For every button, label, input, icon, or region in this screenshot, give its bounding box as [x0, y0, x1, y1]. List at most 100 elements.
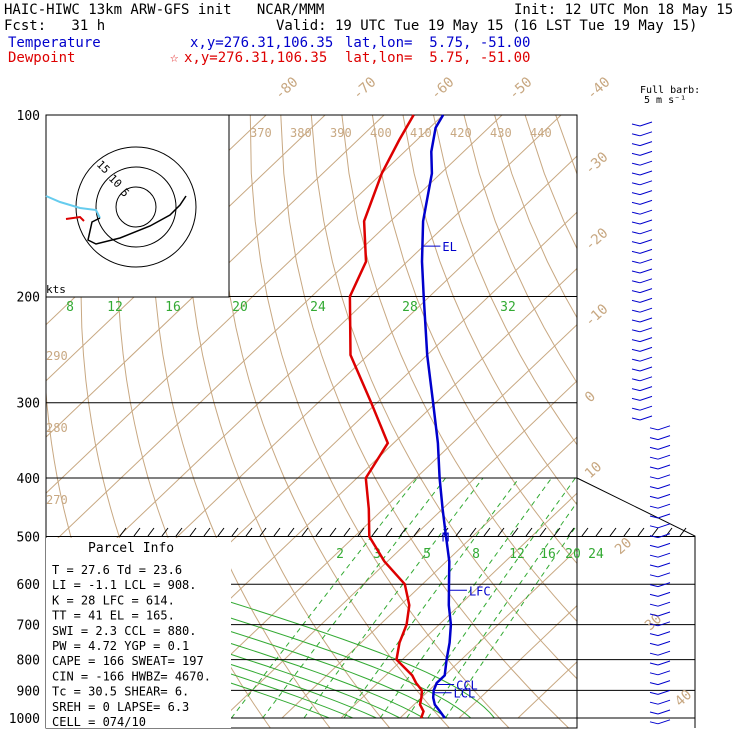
- wind-barb: [639, 356, 653, 362]
- parcel-row: PW = 4.72 YGP = 0.1: [52, 639, 189, 653]
- isotherm-tick-label: -40: [584, 74, 614, 103]
- wind-barb: [657, 621, 671, 627]
- wind-barb: [639, 239, 653, 245]
- isotherm-tick-label: 0: [582, 388, 599, 406]
- pressure-tick-label: 400: [17, 472, 40, 487]
- wind-barb-feather: [631, 368, 641, 372]
- hatch-mark: [217, 527, 225, 537]
- isotherm-line: [222, 380, 577, 719]
- hatch-mark: [595, 527, 603, 537]
- wind-barb-feather: [631, 192, 641, 196]
- isotherm-line: [458, 604, 577, 719]
- wind-barb: [639, 209, 653, 215]
- hatch-mark: [161, 527, 169, 537]
- mixing-ratio-tick-label: 32: [500, 300, 516, 315]
- wind-barb-feather: [649, 584, 659, 588]
- isotherm-tick-label: 10: [582, 459, 605, 482]
- wind-barb-feather: [631, 221, 641, 225]
- hatch-mark: [133, 527, 141, 537]
- wind-barb: [639, 415, 653, 421]
- dry-adiabat-line: [310, 115, 577, 680]
- wind-barb-feather: [649, 505, 659, 509]
- pressure-tick-label: 900: [17, 684, 40, 699]
- hatch-mark: [511, 527, 519, 537]
- temperature-latlon: lat,lon= 5.75, -51.00: [345, 35, 531, 51]
- wind-barb: [639, 150, 653, 156]
- wind-barb-feather: [649, 476, 659, 480]
- wind-barb-feather: [631, 329, 641, 333]
- theta-tick-label: 430: [490, 126, 512, 140]
- wind-barb-feather: [631, 388, 641, 392]
- hatch-mark: [147, 527, 155, 537]
- mixing-ratio-tick-label: 12: [509, 547, 525, 562]
- wind-barb: [639, 131, 653, 137]
- hodograph-trace-low: [65, 215, 85, 222]
- wind-barb: [657, 444, 671, 450]
- wind-barb: [657, 513, 671, 519]
- hatch-mark: [329, 527, 337, 537]
- hatch-mark: [469, 527, 477, 537]
- wind-barb-feather: [649, 466, 659, 470]
- wind-barb-feather: [649, 613, 659, 617]
- parcel-row: LI = -1.1 LCL = 908.: [52, 578, 197, 592]
- theta-tick-label: 380: [290, 126, 312, 140]
- temperature-legend: Temperature: [8, 35, 101, 51]
- hatch-mark: [399, 527, 407, 537]
- valid-time: Valid: 19 UTC Tue 19 May 15 (16 LST Tue …: [276, 18, 698, 34]
- mixing-ratio-tick-label: 20: [565, 547, 581, 562]
- isotherm-tick-label: -30: [582, 149, 612, 178]
- hodograph-trace-upper: [45, 195, 101, 219]
- wind-barbs: [631, 121, 671, 725]
- wind-barb: [657, 533, 671, 539]
- hatch-mark: [385, 527, 393, 537]
- wind-barb: [639, 376, 653, 382]
- parcel-row: K = 28 LFC = 614.: [52, 593, 175, 607]
- moist-adiabat-line: [46, 596, 401, 719]
- dewpoint-latlon: lat,lon= 5.75, -51.00: [345, 50, 531, 66]
- wind-barb-feather: [649, 525, 659, 529]
- wind-barb-feather: [649, 721, 659, 725]
- wind-barb-feather: [649, 564, 659, 568]
- isotherm-tick-label: -10: [582, 301, 612, 330]
- hatch-mark: [231, 527, 239, 537]
- wind-barb: [657, 484, 671, 490]
- wind-barb-feather: [649, 672, 659, 676]
- plot-frame: [45, 114, 578, 729]
- pressure-tick-label: 300: [17, 397, 40, 412]
- wind-barb: [639, 337, 653, 343]
- wind-barb: [639, 219, 653, 225]
- isotherm-tick-label: -50: [506, 74, 536, 103]
- parcel-row: Tc = 30.5 SHEAR= 6.: [52, 685, 189, 699]
- wind-barb: [657, 582, 671, 588]
- pressure-tick-label: 100: [17, 109, 40, 124]
- dry-adiabat-line: [280, 115, 570, 728]
- isotherm-line: [517, 661, 577, 719]
- wind-barb: [639, 395, 653, 401]
- hatch-mark: [301, 527, 309, 537]
- dry-adiabat-line: [494, 115, 577, 319]
- wind-barb-feather: [631, 250, 641, 254]
- wind-barb-feather: [649, 701, 659, 705]
- hatch-mark: [581, 527, 589, 537]
- wind-barb: [639, 307, 653, 313]
- wind-barb: [657, 640, 671, 646]
- run-title: HAIC-HIWC 13km ARW-GFS init NCAR/MMM: [4, 2, 325, 18]
- isotherm-tick-label: 20: [612, 535, 635, 558]
- theta-tick-label: 290: [46, 349, 68, 363]
- mixing-ratio-tick-label: 3: [373, 547, 381, 562]
- wind-barb: [657, 591, 671, 597]
- parcel-box-bg: [46, 538, 231, 728]
- isotherm-tick-label: -80: [272, 74, 302, 103]
- dewpoint-legend: Dewpoint: [8, 50, 76, 66]
- parcel-row: SREH = 0 LAPSE= 6.3: [52, 700, 189, 714]
- level-marker-label: LFC: [469, 584, 491, 598]
- moist-adiabat-line: [46, 616, 353, 719]
- wind-barb-feather: [631, 290, 641, 294]
- wind-barb: [657, 660, 671, 666]
- isotherm-line: [46, 115, 385, 438]
- wind-barb: [639, 346, 653, 352]
- hatch-mark: [539, 527, 547, 537]
